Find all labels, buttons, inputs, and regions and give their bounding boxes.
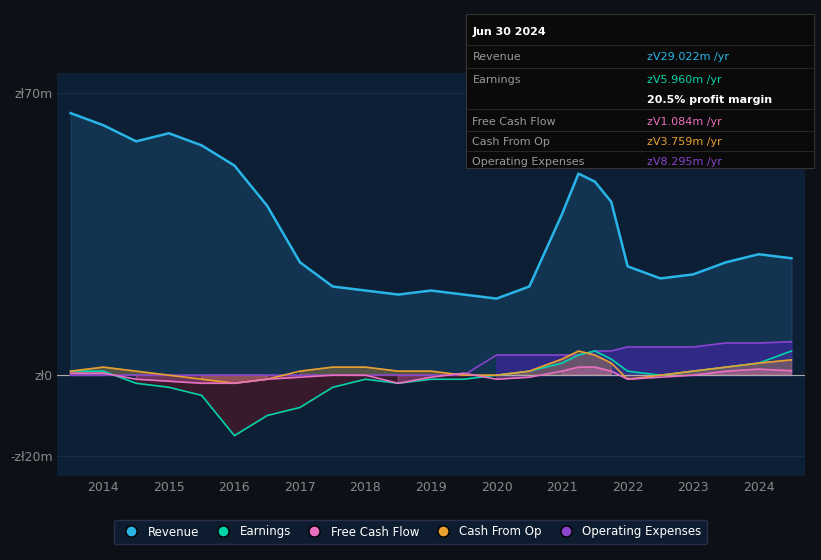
Text: Free Cash Flow: Free Cash Flow	[473, 117, 556, 127]
Text: zᐯ5.960m /yr: zᐯ5.960m /yr	[647, 75, 722, 85]
Legend: Revenue, Earnings, Free Cash Flow, Cash From Op, Operating Expenses: Revenue, Earnings, Free Cash Flow, Cash …	[114, 520, 707, 544]
Text: zᐯ29.022m /yr: zᐯ29.022m /yr	[647, 52, 729, 62]
Text: Revenue: Revenue	[473, 52, 521, 62]
Text: zᐯ8.295m /yr: zᐯ8.295m /yr	[647, 157, 722, 167]
Text: Jun 30 2024: Jun 30 2024	[473, 27, 546, 38]
Text: zᐯ1.084m /yr: zᐯ1.084m /yr	[647, 117, 722, 127]
Text: zᐯ3.759m /yr: zᐯ3.759m /yr	[647, 137, 722, 147]
Text: Earnings: Earnings	[473, 75, 521, 85]
Text: Operating Expenses: Operating Expenses	[473, 157, 585, 167]
Text: 20.5% profit margin: 20.5% profit margin	[647, 95, 772, 105]
Text: Cash From Op: Cash From Op	[473, 137, 550, 147]
